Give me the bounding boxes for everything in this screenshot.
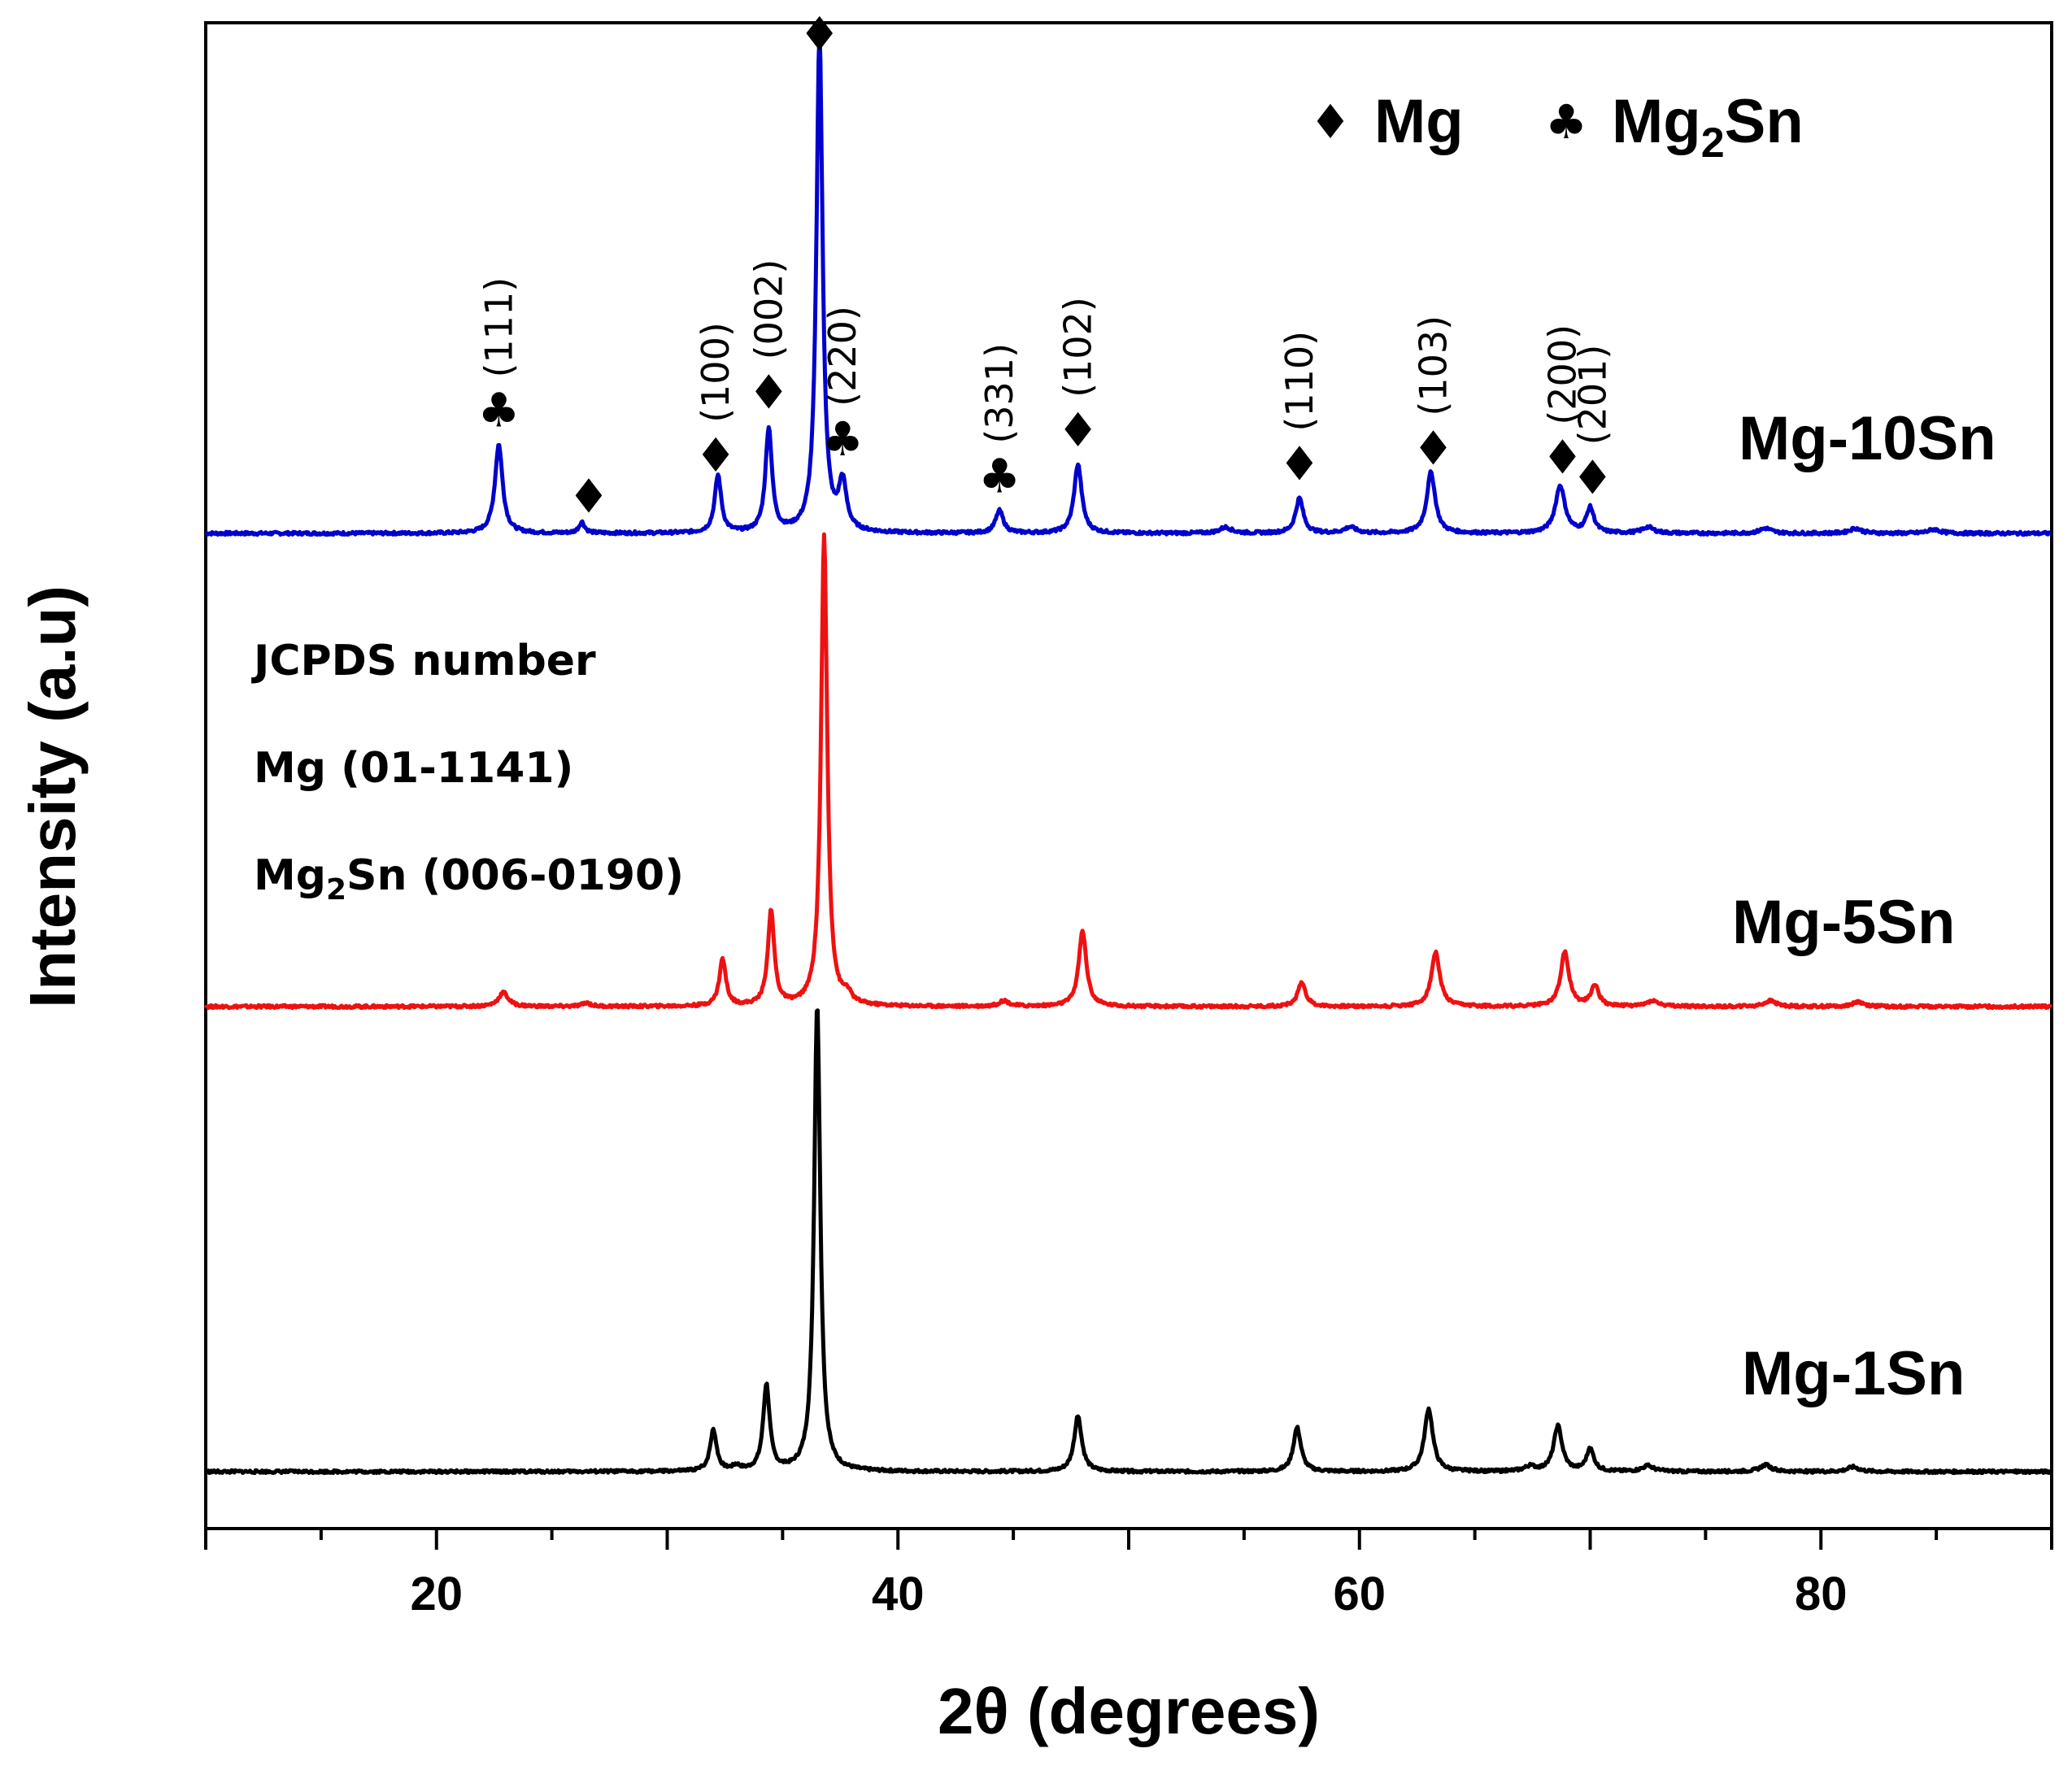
hkl-label: (331) [977,343,1021,444]
mg-diamond-icon: ♦ [747,364,790,420]
series-line-mg-10sn [204,29,2052,537]
mg2sn-club-icon: ♣ [821,411,864,467]
mg-diamond-icon: ♦ [694,428,737,483]
mg2sn-club-icon: ♣ [477,383,520,438]
legend-mg-label: Mg [1374,87,1464,156]
x-tick-label: 80 [1795,1568,1848,1620]
hkl-label: (103) [1412,315,1456,416]
jcpds-note: JCPDS number Mg (01-1141) Mg2Sn (006-019… [251,637,684,907]
legend-mg2sn-base: Mg [1612,87,1701,156]
x-tick-label: 40 [872,1568,925,1620]
mg-diamond-icon: ♦ [1413,421,1455,476]
x-tick-label: 20 [410,1568,463,1620]
hkl-label: (101) [798,0,842,2]
series-line-mg-5sn [203,532,2053,1011]
legend-mg2sn-suffix: Sn [1725,87,1804,156]
mg-diamond-icon: ♦ [1571,450,1613,505]
mg-diamond-icon: ♦ [799,7,841,62]
hkl-label: (201) [1570,345,1614,446]
hkl-label: (110) [1278,331,1321,432]
hkl-label: (111) [477,277,520,378]
mg-diamond-icon: ♦ [1278,437,1321,492]
hkl-label: (220) [821,306,864,407]
mg2sn-club-icon: ♣ [978,449,1021,504]
hkl-label: (002) [747,259,790,360]
jcpds-title: JCPDS number [251,637,596,685]
x-axis-title: 2θ (degrees) [938,1675,1320,1747]
mg-diamond-icon: ♦ [568,469,610,524]
legend-mg2sn-sub: 2 [1701,120,1725,167]
peak-annotations: ♣(111)♦♦(100)♦(002)♦(101)♣(220)♣(331)♦(1… [477,0,1614,524]
series-line-mg-1sn [204,1008,2052,1476]
jcpds-mg2sn: Mg2Sn (006-0190) [254,851,684,907]
x-tick-label: 60 [1333,1568,1386,1620]
x-axis: 20 40 60 80 [204,1529,2053,1620]
y-axis-title: Intensity (a.u) [16,585,89,1008]
series-label-mg-10sn: Mg-10Sn [1739,404,1996,473]
hkl-label: (200) [1540,324,1584,425]
jcpds-mg2sn-base: Mg [254,851,326,900]
hkl-label: (100) [694,322,738,423]
mg-diamond-icon: ♦ [1541,430,1583,485]
legend-mg2sn-club-icon: ♣ [1545,94,1587,150]
hkl-label: (102) [1056,297,1100,398]
legend-mg2sn-label: Mg2Sn [1612,87,1804,167]
series-label-mg-5sn: Mg-5Sn [1732,888,1955,957]
jcpds-mg2sn-suffix: Sn (006-0190) [346,851,684,900]
legend: ♦ Mg ♣ Mg2Sn [1309,87,1804,167]
series-label-mg-1sn: Mg-1Sn [1742,1339,1965,1408]
jcpds-mg: Mg (01-1141) [254,744,573,793]
jcpds-mg2sn-sub: 2 [326,873,346,907]
legend-mg-diamond-icon: ♦ [1309,94,1352,150]
mg-diamond-icon: ♦ [1057,402,1099,458]
series-layer [203,29,2053,1476]
